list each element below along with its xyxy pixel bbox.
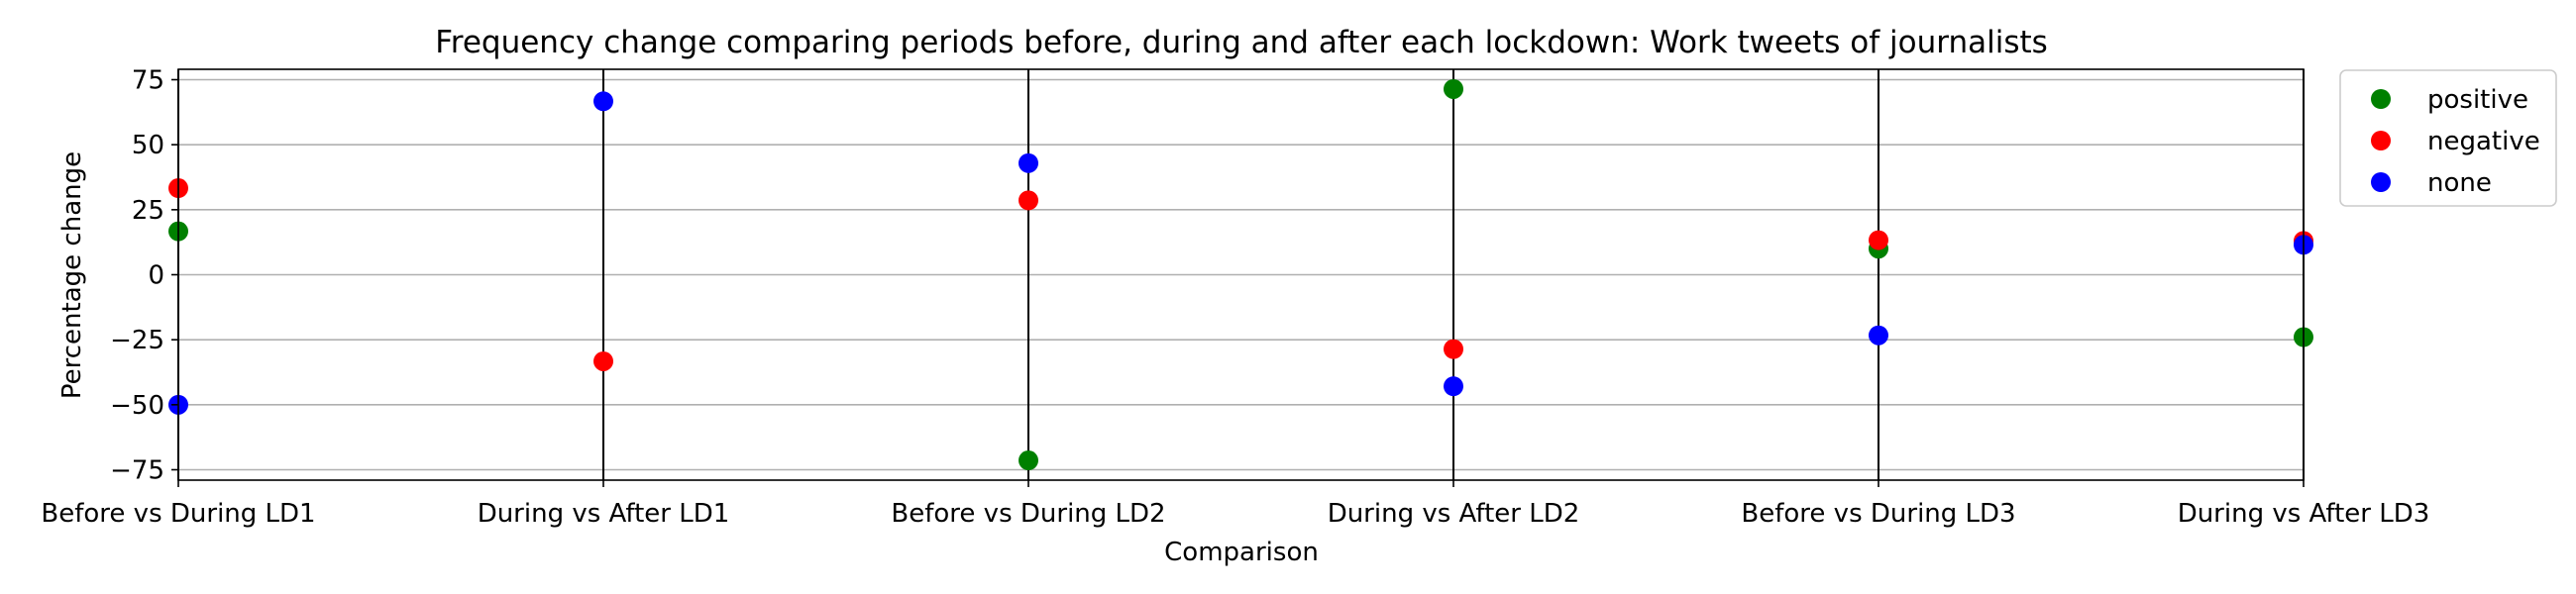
x-tick-label: Before vs During LD1: [41, 499, 315, 529]
x-tick-label: During vs After LD2: [1328, 499, 1580, 529]
x-tick-label: During vs After LD1: [478, 499, 730, 529]
data-point-negative: [593, 350, 613, 371]
legend-label-none: none: [2427, 168, 2492, 198]
y-tick-label: 50: [132, 131, 164, 160]
legend-label-negative: negative: [2427, 127, 2540, 156]
chart-title: Frequency change comparing periods befor…: [435, 25, 2048, 60]
data-point-none: [1869, 325, 1888, 346]
x-tick-label: Before vs During LD2: [891, 499, 1165, 529]
data-point-negative: [1019, 190, 1038, 211]
legend-marker-none: [2371, 172, 2391, 192]
y-tick-label: 0: [148, 261, 164, 291]
legend-label-positive: positive: [2427, 85, 2528, 115]
x-tick-label: Before vs During LD3: [1741, 499, 2015, 529]
data-point-none: [593, 91, 613, 112]
y-tick-label: 75: [132, 66, 164, 96]
grid-lines: [178, 78, 2304, 471]
y-tick-label: −50: [110, 391, 164, 421]
data-point-positive: [1019, 450, 1038, 471]
y-axis-label: Percentage change: [57, 151, 87, 399]
legend: positive negative none: [2339, 69, 2557, 207]
legend-frame: [2339, 69, 2557, 207]
data-point-negative: [1444, 339, 1463, 359]
legend-marker-negative: [2371, 131, 2391, 150]
data-point-positive: [1444, 78, 1463, 99]
x-axis-ticks: Before vs During LD1 During vs After LD1 B…: [41, 480, 2429, 529]
data-point-none: [1444, 376, 1463, 397]
y-tick-label: −25: [110, 326, 164, 355]
legend-marker-positive: [2371, 89, 2391, 109]
data-point-negative: [1869, 230, 1888, 250]
y-axis-ticks: −75 −50 −25 0 25 50 75: [110, 66, 178, 485]
y-tick-label: −75: [110, 455, 164, 485]
x-axis-label: Comparison: [1164, 538, 1319, 567]
x-tick-label: During vs After LD3: [2178, 499, 2430, 529]
data-point-none: [1019, 152, 1038, 173]
y-tick-label: 25: [132, 196, 164, 226]
